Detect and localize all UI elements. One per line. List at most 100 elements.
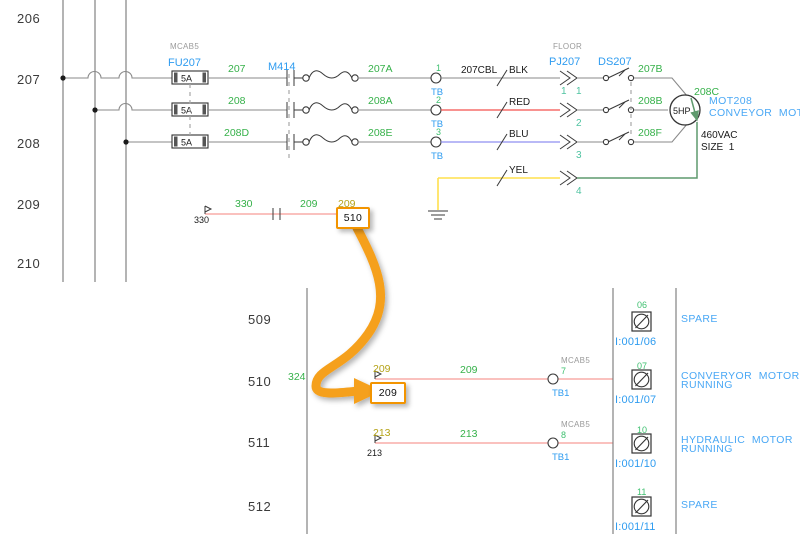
wire-number-208a: 208A [368,95,393,107]
plug-pin-2[interactable]: 2 [559,102,582,129]
fuse-group-tag: FU207 [168,57,201,69]
rung-511-terminal-group: MCAB5 [561,420,590,429]
junction-dot-l3-208d [123,139,129,145]
cross-reference-callout-target[interactable]: 209 [370,382,406,404]
io-point-07-description-line2: RUNNING [681,379,733,391]
rung-511-terminal-number: 8 [561,430,566,440]
terminal-tb-2[interactable]: 2 TB [430,95,443,130]
rung-511-source-flag [374,434,383,443]
io-point-10-number: 10 [637,425,647,435]
io-point-11-number: 11 [637,487,646,497]
rung-207-wire-left [63,70,172,79]
rung-510-terminal-block: TB1 [552,388,569,399]
plug-pin-3-number: 3 [576,150,582,161]
disconnect-switch-tag: DS207 [598,56,632,68]
rung-209-source-flag [204,205,213,214]
rung-208-wire-left [95,102,172,111]
terminal-tb-2-number: 2 [436,95,441,105]
io-point-11[interactable]: 11 I:001/11 [615,487,656,533]
rung-number-207: 207 [17,72,40,87]
io-point-06-address: I:001/06 [615,336,656,348]
rung-511-terminal[interactable]: MCAB5 8 TB1 [547,420,590,463]
motor-symbol[interactable]: 5HP [669,94,701,126]
rung-number-511: 511 [248,435,270,450]
cable-color-red: RED [509,97,530,108]
plug-pin-1-extra: 1 [561,86,567,97]
connector-m414-pole-3[interactable] [286,134,431,150]
rung-510-source-flag [374,370,383,379]
motor-tag: MOT208 [709,95,752,107]
fuse-group-above-label: MCAB5 [170,42,199,51]
io-point-07[interactable]: 07 I:001/07 [615,361,656,406]
plug-pin-3[interactable]: 3 [559,134,582,161]
io-point-07-number: 07 [637,361,647,371]
bottom-left-wire-number: 324 [288,371,306,383]
junction-dot-l2-208 [92,107,98,113]
terminal-tb-1[interactable]: 1 TB [430,63,443,98]
terminal-tb-3[interactable]: 3 TB [430,127,443,162]
motor-description: CONVEYOR MOTOR [709,107,800,119]
terminal-tb-2-label: TB [431,119,443,130]
wire-number-207a: 207A [368,63,393,75]
cable-tick-yel [496,169,508,187]
io-point-11-description: SPARE [681,499,718,511]
rung-number-512: 512 [248,499,271,514]
io-point-10-description-line2: RUNNING [681,443,733,455]
fuse-208d[interactable]: 5A [171,134,209,149]
motor-size: SIZE 1 [701,142,735,153]
disconnect-switch-pole-3[interactable] [602,122,689,146]
connector-m414-pole-2[interactable] [286,102,431,118]
terminal-tb-1-label: TB [431,87,443,98]
wire-number-208f: 208F [638,127,662,139]
io-point-07-address: I:001/07 [615,394,656,406]
rung-511-terminal-block: TB1 [552,452,569,463]
rung-209-mid-wire-number: 209 [300,198,318,210]
fuse-207[interactable]: 5A [171,70,209,85]
wire-number-208d: 208D [224,127,250,139]
io-point-07-description-line1: CONVERYOR MOTOR [681,370,800,382]
rung-209-source-wire-small: 330 [194,215,209,225]
plug-pin-2-number: 2 [576,118,582,129]
io-point-06-number: 06 [637,300,647,310]
motor-voltage: 460VAC [701,130,738,141]
io-point-06[interactable]: 06 I:001/06 [615,300,656,348]
cable-color-blk: BLK [509,65,528,76]
disconnect-switch-pole-1[interactable] [602,67,689,98]
rung-209-break-symbol [272,208,281,220]
motor-ground-wire-number: 208C [694,86,720,98]
cable-tick-red [496,101,508,119]
rung-510-wire-olive: 209 [373,363,391,375]
cable-color-yel: YEL [509,165,528,176]
plug-above-label: FLOOR [553,42,582,51]
fuse-208-rating: 5A [181,106,192,116]
rung-511-wire-green: 213 [460,428,478,440]
rung-510-terminal[interactable]: MCAB5 7 TB1 [547,356,590,399]
fuse-207-rating: 5A [181,74,192,84]
io-point-10-description-line1: HYDRAULIC MOTOR [681,434,793,446]
connector-m414-tag: M414 [268,61,296,73]
fuse-208d-rating: 5A [181,138,192,148]
wire-number-208: 208 [228,95,246,107]
rung-number-210: 210 [17,256,40,271]
rung-511-wire-olive: 213 [373,427,391,439]
motor-rating: 5HP [673,106,691,116]
cable-color-blu: BLU [509,129,528,140]
rung-510-terminal-group: MCAB5 [561,356,590,365]
io-point-10[interactable]: 10 I:001/10 [615,425,656,470]
plug-pin-1[interactable]: 1 1 [559,70,582,97]
wire-number-207b: 207B [638,63,663,75]
rung-209-source-wire-number: 330 [235,198,253,210]
plug-pin-4[interactable]: 4 [559,170,582,197]
wire-number-207: 207 [228,63,246,75]
cable-tick-blk [496,69,508,87]
cross-reference-callout-source[interactable]: 510 [336,207,370,229]
rung-510-wire-green: 209 [460,364,478,376]
rung-number-208: 208 [17,136,40,151]
rung-number-509: 509 [248,312,271,327]
plug-pin-4-number: 4 [576,186,582,197]
connector-m414-pole-1[interactable] [286,70,431,86]
rung-number-510: 510 [248,374,271,389]
wire-number-208e: 208E [368,127,393,139]
